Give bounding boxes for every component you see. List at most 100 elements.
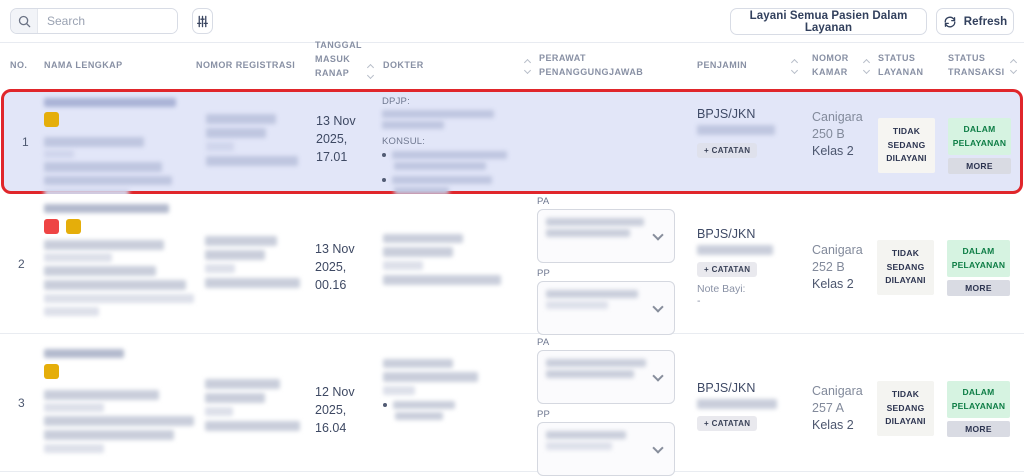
column-header-no: NO. [10, 43, 40, 89]
search-icon [11, 9, 38, 33]
column-header-penjamin[interactable]: PENJAMIN [697, 43, 799, 89]
bullet-icon [383, 403, 387, 407]
more-button[interactable]: MORE [948, 158, 1011, 175]
registration-number-cell [206, 92, 306, 191]
pp-select[interactable] [537, 281, 675, 335]
redacted-text [205, 278, 300, 288]
doctor-cell: DPJP: KONSUL: [382, 92, 532, 195]
red-flag-icon [44, 219, 59, 234]
admission-date-cell: 13 Nov 2025, 17.01 [316, 92, 376, 191]
filter-button[interactable] [192, 8, 213, 34]
status-badge-not-served: TIDAK SEDANG DILAYANI [878, 118, 935, 173]
column-label: TANGGAL MASUK RANAP [315, 40, 362, 79]
sort-icon[interactable] [862, 58, 871, 74]
date-line: 2025, [316, 132, 348, 147]
serve-all-patients-button[interactable]: Layani Semua Pasien Dalam Layanan [730, 8, 927, 35]
yellow-flag-icon [44, 364, 59, 379]
sort-icon[interactable] [523, 58, 532, 74]
table-row-1-highlighted[interactable]: 1 13 Nov 2025, 17.01 DPJP: KONSUL: [1, 89, 1023, 197]
registration-number-cell [205, 335, 305, 471]
add-note-chip[interactable]: + CATATAN [697, 143, 758, 158]
date-line: 13 Nov [316, 114, 356, 128]
row-number: 1 [22, 134, 29, 149]
dpjp-label: DPJP: [382, 96, 410, 107]
add-note-chip[interactable]: + CATATAN [697, 262, 758, 277]
sort-icon[interactable] [790, 58, 799, 74]
search-box [10, 8, 178, 34]
pa-select[interactable] [537, 350, 675, 404]
pa-label: PA [537, 337, 550, 348]
redacted-doctor [395, 412, 443, 420]
patient-name-cell [44, 194, 196, 333]
redacted-text [44, 416, 194, 426]
search-input[interactable] [38, 9, 177, 33]
redacted-text [44, 266, 156, 276]
room-class: Kelas 2 [812, 144, 854, 158]
pp-select[interactable] [537, 422, 675, 476]
konsul-label: KONSUL: [382, 136, 426, 147]
admission-date-cell: 13 Nov 2025, 00.16 [315, 194, 375, 333]
add-note-chip[interactable]: + CATATAN [697, 416, 758, 431]
table-row-2[interactable]: 2 13 Nov 2025, 00.16 [0, 194, 1024, 335]
date-line: 2025, [315, 403, 347, 418]
nurse-cell: PA PP [537, 335, 682, 476]
table-row-3[interactable]: 3 12 Nov 2025, 16.04 [0, 335, 1024, 476]
column-header-kamar[interactable]: NOMOR KAMAR [812, 43, 871, 89]
redacted-text [206, 156, 298, 166]
sort-icon[interactable] [366, 63, 375, 80]
column-header-nama: NAMA LENGKAP [44, 43, 194, 89]
chevron-down-icon [652, 442, 664, 454]
penjamin-name: BPJS/JKN [697, 381, 756, 395]
room-line: 250 B [812, 127, 845, 141]
redacted-doctor [383, 247, 453, 257]
filter-sliders-icon [197, 15, 208, 27]
redacted-text [44, 444, 104, 453]
column-header-dokter[interactable]: DOKTER [383, 43, 532, 89]
konsul-item [382, 176, 532, 184]
pa-select[interactable] [537, 209, 675, 263]
column-header-transaksi[interactable]: STATUS TRANSAKSI [948, 43, 1018, 89]
redacted-doctor [393, 401, 455, 409]
chevron-down-icon [652, 301, 664, 313]
doctor-cell [383, 194, 533, 333]
redacted-text [44, 307, 99, 316]
room-line: Canigara [812, 384, 863, 398]
refresh-icon [944, 16, 956, 27]
redacted-doctor [382, 110, 494, 118]
transaction-status-cell: DALAM PELAYANAN MORE [947, 194, 1010, 333]
column-label: NO. [10, 60, 28, 71]
refresh-button[interactable]: Refresh [936, 8, 1014, 35]
more-button[interactable]: MORE [947, 280, 1010, 297]
redacted-text [205, 264, 235, 273]
penjamin-cell: BPJS/JKN + CATATAN [697, 335, 797, 471]
redacted-text [206, 128, 266, 138]
redacted-nurse [546, 370, 634, 378]
redacted-nurse [546, 301, 608, 309]
room-line: 252 B [812, 260, 845, 274]
redacted-text [44, 240, 164, 250]
row-number: 3 [18, 396, 25, 410]
column-header-tanggal[interactable]: TANGGAL MASUK RANAP [315, 40, 379, 89]
redacted-nurse [546, 218, 644, 226]
pa-label: PA [537, 196, 550, 207]
more-button[interactable]: MORE [947, 421, 1010, 438]
column-label: STATUS TRANSAKSI [948, 53, 1005, 77]
yellow-flag-icon [44, 112, 59, 127]
redacted-text [44, 189, 129, 197]
redacted-text [205, 250, 265, 260]
redacted-text [44, 150, 74, 158]
note-bayi-label: Note Bayi: [697, 283, 746, 295]
redacted-text [44, 162, 162, 172]
refresh-label: Refresh [963, 15, 1008, 28]
room-line: Canigara [812, 110, 863, 124]
column-label: NOMOR REGISTRASI [196, 60, 296, 71]
service-status-cell: TIDAK SEDANG DILAYANI [877, 194, 934, 333]
column-header-perawat: PERAWAT PENANGGUNGJAWAB [539, 43, 689, 89]
sort-icon[interactable] [1009, 58, 1018, 74]
chevron-down-icon [652, 370, 664, 382]
bullet-icon [382, 153, 386, 157]
redacted-doctor [383, 359, 453, 368]
redacted-text [44, 280, 186, 290]
redacted-name [44, 204, 169, 213]
redacted-doctor [392, 151, 507, 159]
